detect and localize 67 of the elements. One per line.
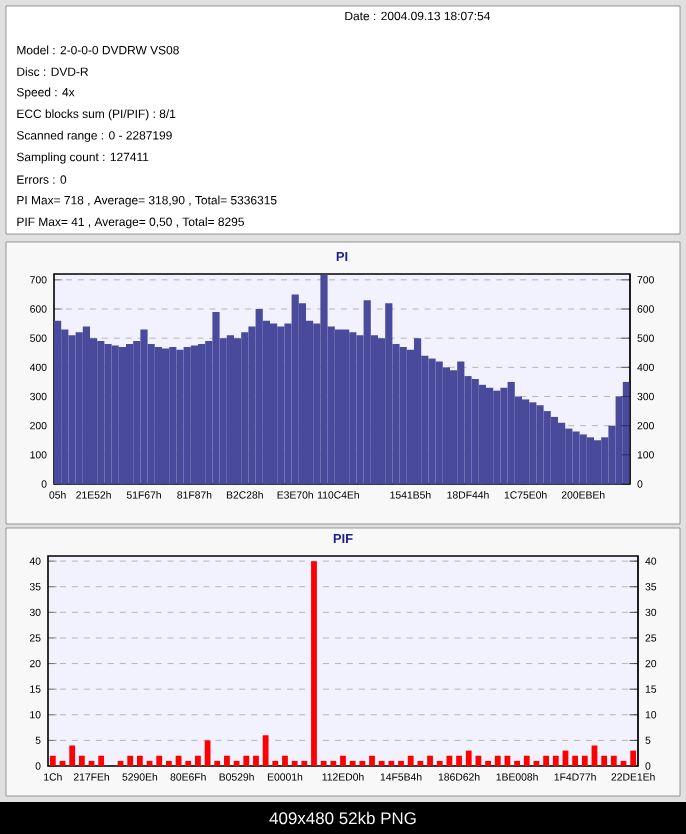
bar	[500, 387, 508, 484]
bar	[176, 349, 184, 484]
bar	[428, 358, 436, 484]
bar	[104, 344, 112, 484]
bar	[398, 760, 404, 766]
bar	[54, 320, 62, 484]
bar	[214, 760, 221, 766]
bar	[253, 755, 259, 766]
bar	[320, 274, 328, 484]
bar	[630, 750, 637, 766]
bar	[61, 329, 69, 484]
bar	[514, 760, 520, 766]
bar	[552, 755, 559, 766]
bar	[581, 755, 588, 766]
bar	[369, 755, 375, 766]
bar	[485, 760, 491, 766]
bar	[311, 561, 317, 766]
bar	[277, 326, 285, 484]
bar	[68, 335, 76, 484]
bar	[127, 755, 134, 766]
bar	[69, 745, 76, 766]
bar	[465, 750, 472, 766]
bar	[427, 755, 433, 766]
bar	[565, 428, 573, 484]
bar	[363, 300, 371, 484]
bar	[212, 311, 220, 484]
bar	[166, 760, 172, 766]
bar	[456, 755, 462, 766]
bar	[241, 332, 249, 484]
bar	[399, 346, 407, 484]
bar	[156, 755, 163, 766]
bar	[601, 755, 608, 766]
bar	[169, 346, 177, 484]
bar	[282, 755, 288, 766]
bar	[75, 332, 83, 484]
bar	[543, 755, 550, 766]
bar	[140, 329, 148, 484]
bar	[572, 431, 580, 484]
bar	[49, 755, 56, 766]
bar	[610, 755, 617, 766]
bar	[291, 294, 299, 484]
bar	[493, 390, 501, 484]
bar	[183, 346, 191, 484]
bar	[536, 405, 544, 484]
bar	[111, 345, 119, 484]
bar	[340, 755, 346, 766]
bar	[185, 760, 192, 766]
bar	[471, 379, 479, 484]
bar	[529, 402, 537, 484]
bar	[523, 755, 530, 766]
bar	[349, 332, 357, 484]
bar	[543, 411, 551, 484]
bar	[507, 381, 515, 484]
text: 409x480 52kb PNG	[269, 811, 416, 825]
bar	[385, 303, 393, 484]
bar	[494, 755, 501, 766]
bar	[224, 755, 230, 766]
bar	[195, 755, 201, 766]
bar	[255, 309, 263, 484]
bar	[98, 755, 105, 766]
bar	[579, 434, 587, 484]
bar	[435, 361, 443, 484]
bar	[457, 361, 465, 484]
bar	[97, 341, 105, 484]
bar	[572, 755, 579, 766]
bar	[78, 755, 85, 766]
bar	[136, 755, 143, 766]
